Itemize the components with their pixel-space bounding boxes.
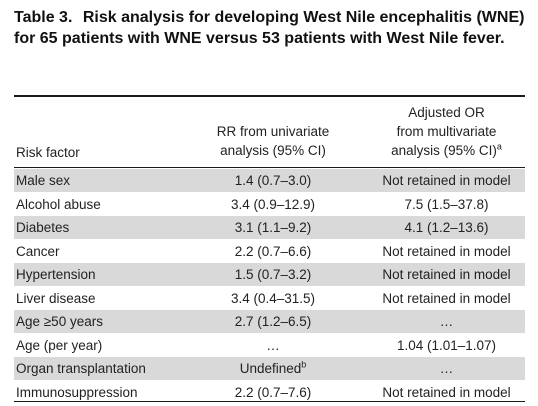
table-row: Alcohol abuse 3.4 (0.9–12.9) 7.5 (1.5–37.8… [14,193,525,216]
univariate-rr-cell: 2.7 (1.2–6.5) [188,310,358,333]
table-row: Age ≥50 years 2.7 (1.2–6.5) … [14,310,525,333]
table-label: Table 3. [14,9,73,26]
risk-factor-cell: Male sex [16,173,71,188]
univariate-rr-value: 2.2 (0.7–6.6) [234,243,312,259]
univariate-rr-value: … [266,337,280,353]
adjusted-or-cell: Not retained in model [382,173,511,188]
adjusted-or-cell: Not retained in model [382,267,511,282]
risk-factor-cell: Cancer [16,243,60,259]
univariate-rr-value: 3.4 (0.4–31.5) [230,290,316,306]
univariate-rr-cell: … [188,334,358,357]
risk-factor-cell: Age ≥50 years [16,314,103,329]
header-or-line-3: analysis (95% CI)a [368,141,525,160]
table-title: Risk analysis for developing West Nile e… [14,9,525,47]
univariate-rr-cell: 1.4 (0.7–3.0) [188,169,358,192]
univariate-rr-cell: 2.2 (0.7–7.6) [188,381,358,404]
footnote-marker-a: a [496,141,502,152]
header-rr-line-1: RR from univariate [216,124,330,139]
adjusted-or-cell: … [439,314,454,329]
adjusted-or-cell: Not retained in model [382,243,511,259]
table-row: Organ transplantation Undefinedb … [14,357,525,380]
table-caption: Table 3. Risk analysis for developing We… [14,8,530,49]
header-risk-factor: Risk factor [16,145,80,160]
univariate-rr-value: 1.4 (0.7–3.0) [234,173,312,188]
adjusted-or-cell: Not retained in model [382,290,511,306]
top-rule [14,95,525,97]
footnote-marker-b: b [301,359,307,370]
univariate-rr-value: 1.5 (0.7–3.2) [234,267,312,282]
table-row: Cancer 2.2 (0.7–6.6) Not retained in model [14,240,525,263]
table-row: Hypertension 1.5 (0.7–3.2) Not retained in… [14,263,525,286]
header-or-line-1: Adjusted OR [408,105,485,120]
univariate-rr-cell: 3.4 (0.9–12.9) [188,193,358,216]
table-row: Immunosuppression 2.2 (0.7–7.6) Not retain… [14,381,525,404]
univariate-rr-cell: 1.5 (0.7–3.2) [188,263,358,286]
header-rule [14,167,525,168]
header-or-line-3-text: analysis (95% CI) [391,143,497,158]
univariate-rr-cell: 3.1 (1.1–9.2) [188,216,358,239]
risk-factor-cell: Hypertension [16,267,96,282]
header-adjusted-or: Adjusted OR from multivariate analysis (… [368,103,525,160]
univariate-rr-value: 3.1 (1.1–9.2) [234,220,312,235]
univariate-rr-value: Undefined [239,361,302,376]
header-or-line-2: from multivariate [396,124,497,139]
table-row: Male sex 1.4 (0.7–3.0) Not retained in mod… [14,169,525,192]
univariate-rr-value: 2.2 (0.7–7.6) [234,384,312,400]
adjusted-or-cell: … [439,361,454,376]
risk-factor-cell: Liver disease [16,290,96,306]
univariate-rr-value: 3.4 (0.9–12.9) [230,196,316,212]
bottom-rule [14,401,525,402]
adjusted-or-cell: 4.1 (1.2–13.6) [404,220,489,235]
risk-factor-cell: Age (per year) [16,337,103,353]
header-univariate-rr: RR from univariate analysis (95% CI) [188,122,358,160]
univariate-rr-cell: 3.4 (0.4–31.5) [188,287,358,310]
risk-factor-cell: Organ transplantation [16,361,146,376]
table-body: Male sex 1.4 (0.7–3.0) Not retained in mod… [14,169,525,404]
table-row: Liver disease 3.4 (0.4–31.5) Not retained … [14,287,525,310]
table-row: Age (per year) … 1.04 (1.01–1.07) [14,334,525,357]
table-header: Risk factor RR from univariate analysis … [14,100,525,164]
adjusted-or-cell: 7.5 (1.5–37.8) [404,196,489,212]
univariate-rr-cell: Undefinedb [188,357,358,380]
adjusted-or-cell: 1.04 (1.01–1.07) [396,337,497,353]
risk-factor-cell: Immunosuppression [16,384,138,400]
adjusted-or-cell: Not retained in model [382,384,511,400]
univariate-rr-cell: 2.2 (0.7–6.6) [188,240,358,263]
univariate-rr-value: 2.7 (1.2–6.5) [234,314,312,329]
risk-factor-cell: Diabetes [16,220,70,235]
table-row: Diabetes 3.1 (1.1–9.2) 4.1 (1.2–13.6) [14,216,525,239]
header-rr-line-2: analysis (95% CI) [220,143,326,158]
risk-factor-cell: Alcohol abuse [16,196,101,212]
